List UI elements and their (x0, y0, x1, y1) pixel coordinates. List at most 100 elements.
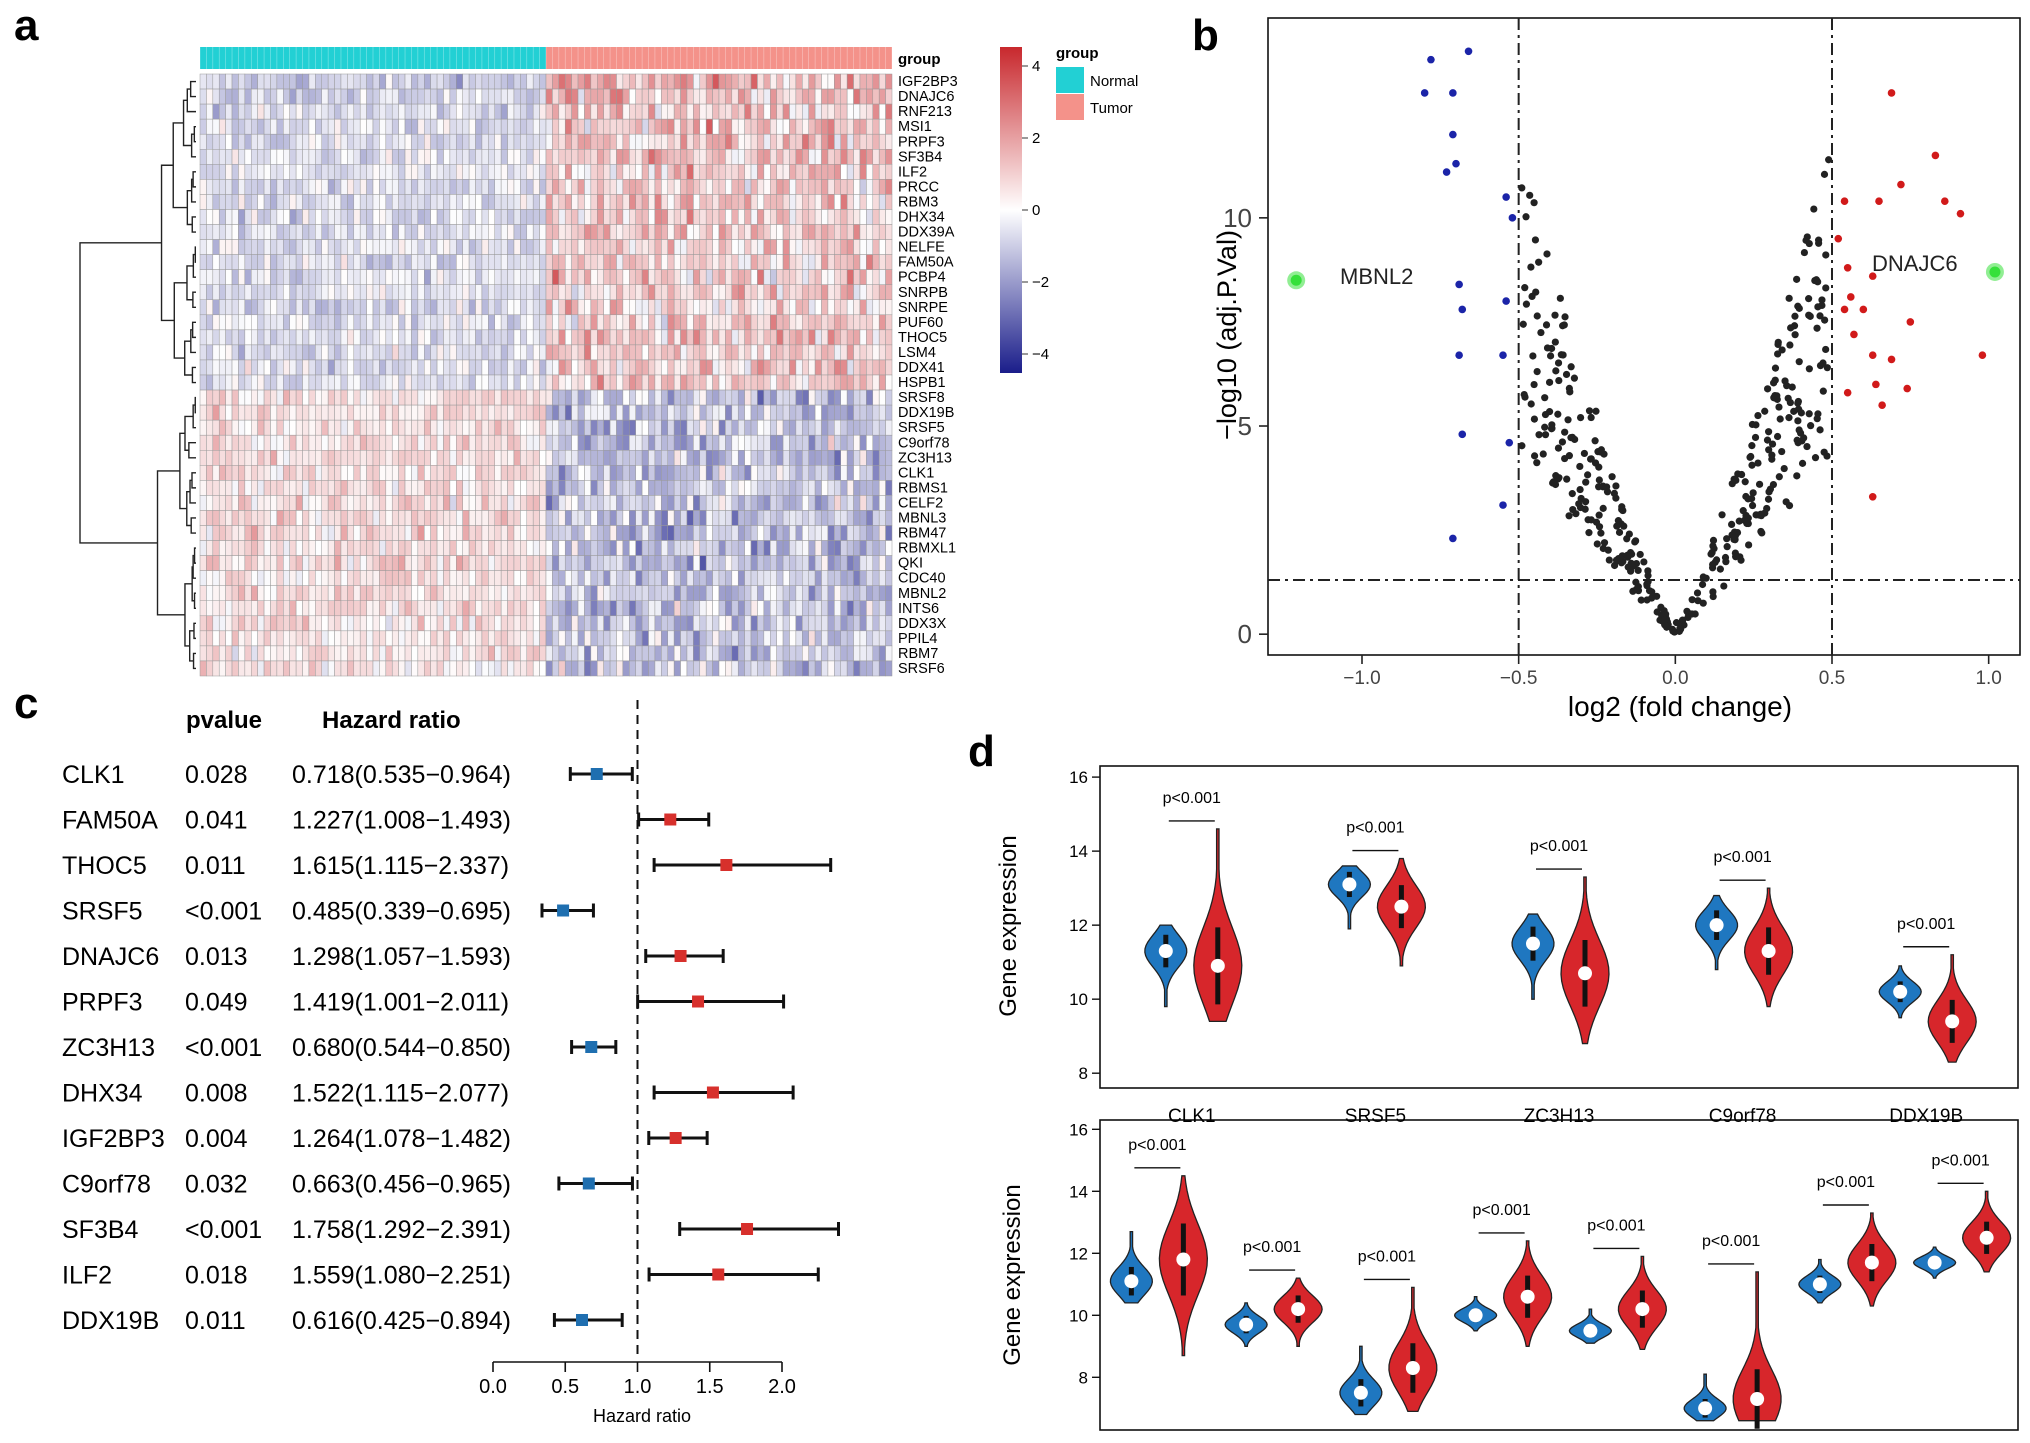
volcano-point-down (1455, 351, 1463, 360)
heatmap-cell (411, 660, 419, 677)
heatmap-cell (577, 359, 585, 376)
heatmap-cell (507, 209, 515, 225)
heatmap-cell (251, 374, 258, 391)
heatmap-cell (289, 434, 297, 451)
heatmap-cell (725, 434, 733, 451)
heatmap-cell (225, 209, 233, 225)
heatmap-cell (757, 344, 765, 361)
heatmap-cell (789, 540, 797, 556)
heatmap-cell (622, 344, 630, 361)
heatmap-cell (673, 615, 681, 632)
heatmap-cell (712, 359, 720, 376)
volcano-frame (1267, 17, 2021, 656)
heatmap-cell (795, 179, 803, 195)
heatmap-cell (353, 630, 361, 647)
heatmap-cell (385, 299, 393, 316)
heatmap-cell (603, 284, 611, 301)
heatmap-cell (366, 645, 374, 662)
heatmap-cell (404, 344, 412, 361)
heatmap-cell (590, 555, 598, 571)
heatmap-cell (404, 540, 412, 556)
heatmap-row-label: SRSF8 (898, 390, 945, 406)
heatmap-cell (507, 374, 515, 391)
heatmap-cell (206, 630, 214, 647)
heatmap-cell (251, 585, 258, 602)
heatmap-cell (622, 314, 630, 331)
dendrogram-branch (190, 133, 196, 158)
heatmap-cell (840, 419, 848, 436)
heatmap-cell (750, 510, 758, 526)
heatmap-cell (680, 329, 688, 346)
heatmap-cell (564, 239, 572, 255)
heatmap-cell (302, 164, 310, 180)
heatmap-cell (834, 434, 841, 451)
heatmap-cell (372, 224, 380, 240)
heatmap-cell (686, 540, 694, 556)
heatmap-cell (359, 600, 367, 617)
heatmap-cell (750, 540, 758, 556)
heatmap-cell (539, 329, 547, 346)
volcano-point-up (1903, 384, 1911, 393)
heatmap-row-label: RBMXL1 (898, 541, 956, 557)
heatmap-cell (776, 404, 784, 421)
heatmap-cell (462, 510, 470, 526)
heatmap-cell (468, 299, 476, 316)
heatmap-cell (635, 495, 643, 511)
heatmap-cell (334, 510, 342, 526)
heatmap-cell (372, 284, 380, 301)
heatmap-cell (782, 149, 790, 165)
heatmap-cell (199, 434, 207, 451)
heatmap-cell (590, 645, 598, 662)
heatmap-cell (878, 73, 886, 90)
heatmap-cell (878, 88, 886, 105)
heatmap-cell (635, 600, 643, 617)
heatmap-cell (199, 224, 207, 240)
heatmap-cell (244, 495, 252, 511)
heatmap-cell (846, 404, 854, 421)
heatmap-cell (321, 389, 329, 406)
heatmap-cell (814, 88, 822, 105)
heatmap-cell (398, 299, 406, 316)
heatmap-cell (878, 239, 886, 255)
heatmap-cell (327, 299, 335, 316)
heatmap-cell (750, 73, 758, 90)
heatmap-cell (859, 194, 867, 210)
heatmap-cell (680, 179, 688, 195)
heatmap-cell (661, 209, 668, 225)
heatmap-cell (731, 118, 739, 135)
heatmap-cell (616, 510, 624, 526)
heatmap-cell (225, 299, 233, 316)
heatmap-cell (520, 164, 528, 180)
volcano-point-down (1505, 438, 1514, 447)
heatmap-cell (366, 239, 374, 255)
heatmap-cell (424, 118, 431, 135)
heatmap-cell (302, 103, 310, 120)
heatmap-cell (770, 239, 777, 255)
heatmap-cell (834, 540, 841, 556)
heatmap-cell (340, 404, 348, 421)
heatmap-cell (648, 314, 656, 331)
heatmap-cell (315, 585, 322, 602)
heatmap-cell (846, 540, 854, 556)
heatmap-cell (244, 660, 252, 677)
heatmap-cell (443, 88, 451, 105)
dendrogram-branch (186, 189, 193, 226)
volcano-point-ns (1770, 379, 1778, 387)
heatmap-cell (315, 133, 322, 150)
heatmap-cell (513, 359, 521, 376)
heatmap-cell (885, 525, 893, 541)
heatmap-cell (834, 660, 841, 677)
heatmap-cell (802, 450, 809, 466)
heatmap-cell (693, 194, 701, 210)
heatmap-cell (481, 660, 489, 677)
heatmap-cell (398, 103, 406, 120)
heatmap-cell (693, 329, 701, 346)
volcano-point-ns (1618, 505, 1626, 514)
heatmap-cell (366, 164, 374, 180)
heatmap-cell (564, 179, 572, 195)
heatmap-cell (321, 179, 329, 195)
heatmap-cell (308, 73, 316, 90)
heatmap-cell (520, 510, 528, 526)
heatmap-cell (609, 570, 617, 586)
